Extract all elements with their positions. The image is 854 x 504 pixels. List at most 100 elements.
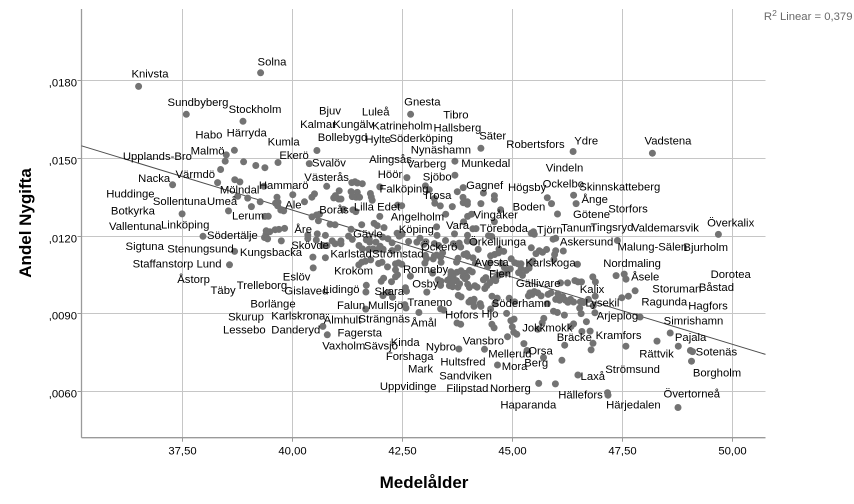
svg-text:Åsele: Åsele (631, 271, 659, 284)
svg-text:Kinda: Kinda (391, 337, 421, 349)
svg-text:Högsby: Högsby (508, 182, 547, 194)
svg-text:Skinnskatteberg: Skinnskatteberg (579, 182, 660, 194)
svg-text:Norberg: Norberg (490, 383, 531, 395)
svg-text:Örkelljunga: Örkelljunga (469, 237, 527, 249)
svg-text:Vingåker: Vingåker (474, 210, 519, 222)
svg-text:Götene: Götene (573, 209, 610, 221)
svg-text:Öckerö: Öckerö (421, 242, 457, 254)
svg-text:Stockholm: Stockholm (229, 104, 282, 116)
svg-text:Bollebygd: Bollebygd (318, 132, 368, 144)
svg-text:Simrishamn: Simrishamn (664, 316, 724, 328)
svg-text:Medelålder: Medelålder (380, 473, 469, 492)
svg-text:Gällivare: Gällivare (516, 278, 561, 290)
svg-text:Umeå: Umeå (207, 196, 238, 208)
svg-text:Forshaga: Forshaga (386, 351, 434, 363)
svg-text:Uppvidinge: Uppvidinge (380, 381, 437, 393)
svg-text:Osby: Osby (412, 278, 439, 290)
svg-text:Sundbyberg: Sundbyberg (168, 97, 229, 109)
svg-text:Lessebo: Lessebo (223, 324, 266, 336)
svg-text:Överkalix: Överkalix (707, 218, 754, 230)
svg-text:Lilla Edet: Lilla Edet (354, 201, 401, 213)
svg-text:Borås: Borås (319, 205, 349, 217)
svg-text:Danderyd: Danderyd (271, 324, 320, 336)
svg-text:Tanum: Tanum (561, 222, 595, 234)
svg-text:Varberg: Varberg (407, 159, 446, 171)
svg-text:Haparanda: Haparanda (500, 399, 557, 411)
svg-text:Gävle: Gävle (353, 228, 383, 240)
svg-text:Båstad: Båstad (699, 282, 734, 294)
svg-text:Tranemo: Tranemo (407, 297, 452, 309)
svg-text:Höör: Höör (378, 169, 403, 181)
svg-text:Köping: Köping (399, 224, 434, 236)
svg-text:Borgholm: Borgholm (693, 367, 741, 379)
svg-text:47,50: 47,50 (608, 445, 636, 457)
svg-text:Linköping: Linköping (161, 220, 209, 232)
svg-text:Skurup: Skurup (228, 311, 264, 323)
svg-text:Knivsta: Knivsta (131, 69, 169, 81)
svg-text:Hjo: Hjo (482, 308, 499, 320)
svg-text:Tjörn: Tjörn (537, 224, 563, 236)
svg-text:Bjuv: Bjuv (319, 106, 341, 118)
svg-text:Bräcke: Bräcke (557, 332, 592, 344)
svg-text:Nordmaling: Nordmaling (603, 258, 661, 270)
svg-text:,0150: ,0150 (49, 155, 77, 167)
svg-text:Alingsås: Alingsås (369, 154, 412, 166)
svg-text:Upplands-Bro: Upplands-Bro (123, 151, 192, 163)
svg-text:Solna: Solna (258, 57, 288, 69)
svg-text:Katrineholm: Katrineholm (372, 120, 432, 132)
svg-text:Vara: Vara (446, 220, 470, 232)
svg-text:Borlänge: Borlänge (250, 299, 295, 311)
svg-text:Eslöv: Eslöv (283, 272, 311, 284)
svg-text:Hallsberg: Hallsberg (434, 122, 482, 134)
svg-text:Ekerö: Ekerö (279, 150, 309, 162)
svg-text:Karlskrona: Karlskrona (271, 310, 326, 322)
svg-text:Orsa: Orsa (528, 345, 553, 357)
svg-text:Bjurholm: Bjurholm (683, 242, 728, 254)
svg-text:Kungsbacka: Kungsbacka (240, 247, 303, 259)
svg-text:Vallentuna: Vallentuna (109, 221, 162, 233)
svg-text:Hällefors: Hällefors (558, 390, 603, 402)
svg-text:Trelleborg: Trelleborg (237, 280, 287, 292)
svg-text:Valdemarsvik: Valdemarsvik (632, 223, 699, 235)
svg-text:37,50: 37,50 (168, 445, 196, 457)
svg-text:,0120: ,0120 (49, 233, 77, 245)
svg-text:Krokom: Krokom (334, 266, 373, 278)
svg-text:,0090: ,0090 (49, 310, 77, 322)
svg-text:Mölndal: Mölndal (220, 185, 260, 197)
svg-text:Boden: Boden (513, 201, 546, 213)
svg-text:Gagnef: Gagnef (466, 180, 504, 192)
svg-text:Malmö: Malmö (191, 145, 225, 157)
svg-text:Strömsund: Strömsund (605, 364, 660, 376)
svg-text:Sollentuna: Sollentuna (153, 196, 207, 208)
svg-text:R2 Linear = 0,379: R2 Linear = 0,379 (764, 8, 853, 23)
svg-text:Sjöbo: Sjöbo (423, 172, 452, 184)
svg-text:Nynäshamn: Nynäshamn (411, 145, 471, 157)
svg-text:Säter: Säter (479, 131, 506, 143)
svg-text:Mora: Mora (502, 361, 528, 373)
svg-text:Habo: Habo (195, 130, 222, 142)
svg-text:Mullsjö: Mullsjö (368, 300, 403, 312)
svg-text:45,00: 45,00 (498, 445, 526, 457)
svg-text:Stenungsund: Stenungsund (167, 243, 234, 255)
svg-text:Filipstad: Filipstad (446, 383, 488, 395)
svg-text:Trosa: Trosa (423, 190, 452, 202)
svg-text:Ronneby: Ronneby (403, 264, 449, 276)
svg-text:Vaxholm: Vaxholm (322, 340, 365, 352)
svg-text:Jokkmokk: Jokkmokk (522, 322, 573, 334)
svg-text:Mark: Mark (408, 364, 433, 376)
svg-text:Skara: Skara (375, 286, 405, 298)
svg-text:Malung-Sälen: Malung-Sälen (617, 242, 687, 254)
svg-text:Täby: Täby (211, 285, 236, 297)
svg-text:Tibro: Tibro (443, 109, 468, 121)
svg-text:Ragunda: Ragunda (641, 297, 688, 309)
svg-text:Ånge: Ånge (582, 193, 608, 206)
svg-text:Ydre: Ydre (574, 136, 598, 148)
svg-text:Sigtuna: Sigtuna (126, 241, 165, 253)
svg-text:Vansbro: Vansbro (463, 335, 504, 347)
svg-text:Hylte: Hylte (365, 134, 391, 146)
svg-text:Robertsfors: Robertsfors (506, 139, 565, 151)
svg-text:,0060: ,0060 (49, 388, 77, 400)
svg-text:Ockelbo: Ockelbo (543, 178, 584, 190)
svg-text:Sävsjö: Sävsjö (364, 340, 398, 352)
svg-text:Gnesta: Gnesta (404, 97, 441, 109)
